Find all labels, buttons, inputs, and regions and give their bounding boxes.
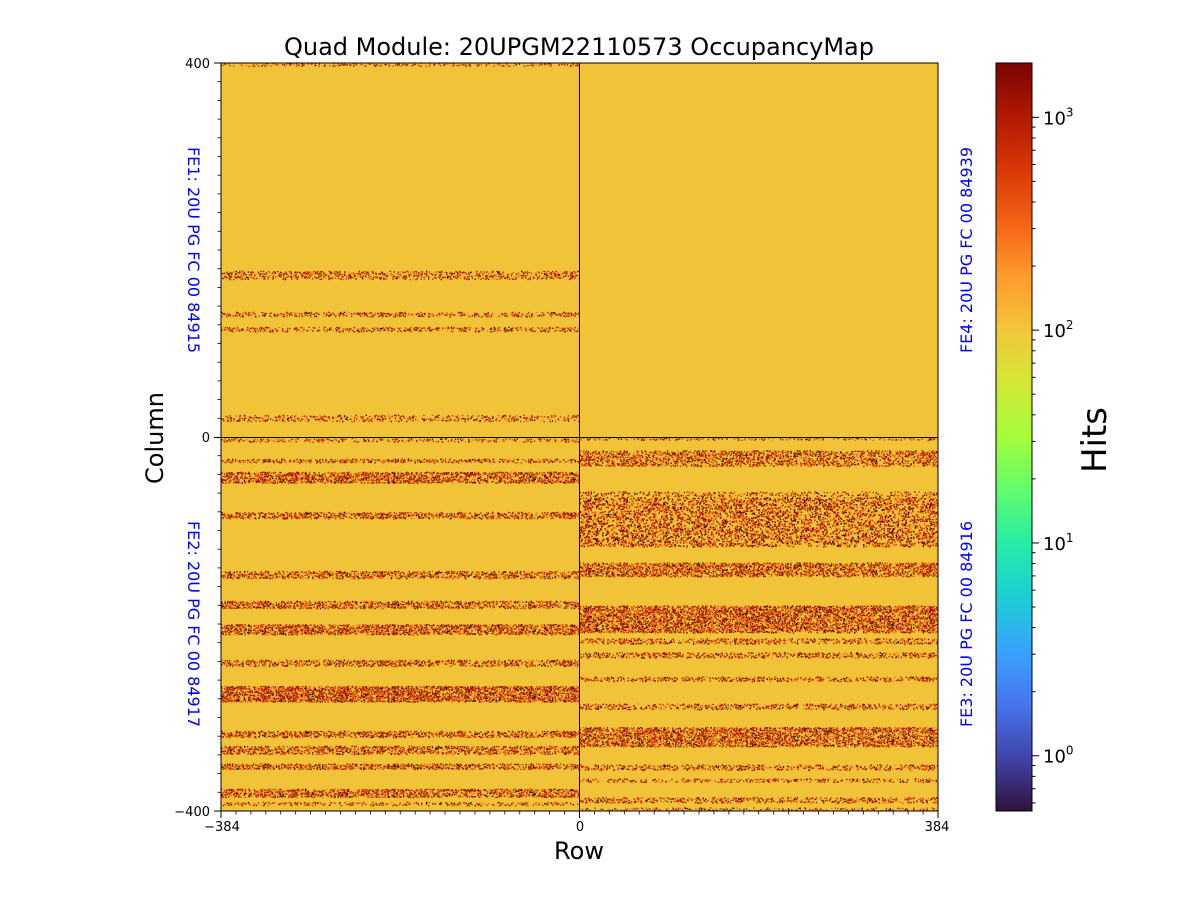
heatmap-plot-area [221, 63, 938, 811]
chip-label-fe4: FE4: 20U PG FC 00 84939 [957, 147, 976, 353]
colorbar-label: Hits [1075, 407, 1115, 473]
x-axis: −384 0 384 Row [204, 811, 949, 865]
colorbar: 100 101 102 103 Hits [996, 63, 1115, 811]
x-tick-label: −384 [204, 820, 240, 835]
y-axis-label: Column [141, 392, 169, 484]
colorbar-ticks: 100 101 102 103 [1032, 105, 1074, 803]
x-tick-label: 384 [925, 820, 950, 835]
chart-title: Quad Module: 20UPGM22110573 OccupancyMap [284, 33, 874, 61]
chip-label-fe1: FE1: 20U PG FC 00 84915 [184, 147, 203, 353]
x-tick-label: 0 [576, 820, 584, 835]
y-tick-label: −400 [174, 805, 210, 820]
colorbar-tick-label: 101 [1043, 531, 1074, 555]
colorbar-tick-label: 102 [1043, 318, 1074, 342]
colorbar-gradient [996, 63, 1032, 811]
y-tick-label: 400 [185, 57, 210, 72]
chip-label-fe2: FE2: 20U PG FC 00 84917 [184, 521, 203, 727]
colorbar-tick-label: 100 [1043, 744, 1074, 768]
chip-label-fe3: FE3: 20U PG FC 00 84916 [957, 521, 976, 727]
x-axis-label: Row [554, 837, 604, 865]
y-axis: 400 0 −400 Column [141, 57, 221, 820]
colorbar-tick-label: 103 [1043, 105, 1074, 129]
y-tick-label: 0 [202, 431, 210, 446]
